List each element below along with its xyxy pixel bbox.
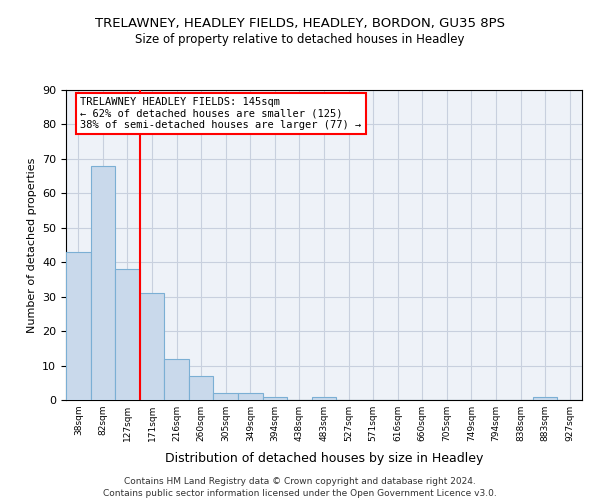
- Bar: [140, 293, 164, 400]
- Text: Contains public sector information licensed under the Open Government Licence v3: Contains public sector information licen…: [103, 489, 497, 498]
- Bar: [189, 376, 214, 400]
- Bar: [115, 269, 140, 400]
- Bar: [91, 166, 115, 400]
- Bar: [312, 396, 336, 400]
- Bar: [263, 396, 287, 400]
- Bar: [533, 396, 557, 400]
- Y-axis label: Number of detached properties: Number of detached properties: [26, 158, 37, 332]
- X-axis label: Distribution of detached houses by size in Headley: Distribution of detached houses by size …: [165, 452, 483, 466]
- Text: Contains HM Land Registry data © Crown copyright and database right 2024.: Contains HM Land Registry data © Crown c…: [124, 478, 476, 486]
- Bar: [164, 358, 189, 400]
- Text: Size of property relative to detached houses in Headley: Size of property relative to detached ho…: [135, 32, 465, 46]
- Bar: [238, 393, 263, 400]
- Text: TRELAWNEY, HEADLEY FIELDS, HEADLEY, BORDON, GU35 8PS: TRELAWNEY, HEADLEY FIELDS, HEADLEY, BORD…: [95, 18, 505, 30]
- Text: TRELAWNEY HEADLEY FIELDS: 145sqm
← 62% of detached houses are smaller (125)
38% : TRELAWNEY HEADLEY FIELDS: 145sqm ← 62% o…: [80, 97, 362, 130]
- Bar: [214, 393, 238, 400]
- Bar: [66, 252, 91, 400]
